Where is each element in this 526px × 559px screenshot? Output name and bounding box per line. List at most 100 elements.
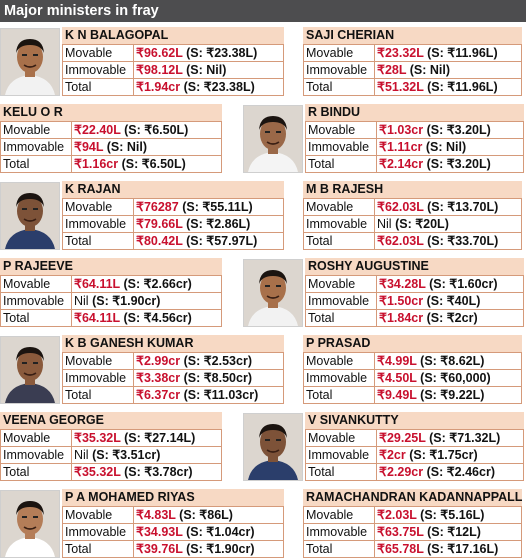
row-label: Immovable xyxy=(0,446,72,464)
row-label: Movable xyxy=(62,506,134,524)
row-value: ₹51.32L (S: ₹11.96L) xyxy=(374,78,522,96)
row-label: Immovable xyxy=(62,369,134,387)
row-label: Immovable xyxy=(303,61,375,79)
spouse-amount: (S: ₹9.22L) xyxy=(416,387,485,402)
row-value: ₹34.28L (S: ₹1.60cr) xyxy=(376,275,524,293)
minister-card: SAJI CHERIAN Movable ₹23.32L (S: ₹11.96L) I… xyxy=(303,27,526,97)
spouse-amount: (S: ₹2.66cr) xyxy=(119,276,192,291)
minister-card: P A MOHAMED RIYAS Movable ₹4.83L (S: ₹86L)… xyxy=(0,489,284,559)
spouse-amount: (S: Nil) xyxy=(182,62,227,77)
minister-card: R BINDU Movable ₹1.03cr (S: ₹3.20L) Immovab… xyxy=(243,104,526,174)
minister-card: M B RAJESH Movable ₹62.03L (S: ₹13.70L) Imm… xyxy=(303,181,526,251)
amount: ₹1.16cr xyxy=(74,156,119,171)
assets-row-immovable: Immovable ₹4.50L (S: ₹60,000) xyxy=(303,369,522,387)
spouse-amount: (S: ₹3.20L) xyxy=(423,122,491,137)
row-value: ₹94L (S: Nil) xyxy=(71,138,222,156)
row-label: Movable xyxy=(62,44,134,62)
minister-name: K B GANESH KUMAR xyxy=(62,335,284,352)
minister-card: RAMACHANDRAN KADANNAPPALLI Movable ₹2.03L … xyxy=(303,489,526,559)
amount: ₹1.11cr xyxy=(379,139,423,154)
row-label: Movable xyxy=(305,275,377,293)
spouse-amount: (S: ₹17.16L) xyxy=(423,541,499,556)
spouse-amount: (S: Nil) xyxy=(103,139,148,154)
assets-row-movable: Movable ₹64.11L (S: ₹2.66cr) xyxy=(0,275,222,293)
spouse-amount: (S: ₹3.20L) xyxy=(423,156,491,171)
spouse-amount: (S: ₹27.14L) xyxy=(120,430,196,445)
row-value: ₹29.25L (S: ₹71.32L) xyxy=(376,429,524,447)
row-value: ₹98.12L (S: Nil) xyxy=(133,61,284,79)
spouse-amount: (S: Nil) xyxy=(422,139,467,154)
row-value: ₹2.29cr (S: ₹2.46cr) xyxy=(376,463,524,481)
row-value: ₹3.38cr (S: ₹8.50cr) xyxy=(133,369,284,387)
spouse-amount: (S: ₹2cr) xyxy=(423,310,478,325)
assets-row-movable: Movable ₹22.40L (S: ₹6.50L) xyxy=(0,121,222,139)
amount: ₹34.28L xyxy=(379,276,426,291)
amount: ₹51.32L xyxy=(377,79,424,94)
assets-row-total: Total ₹2.14cr (S: ₹3.20L) xyxy=(305,155,524,173)
spouse-amount: (S: ₹23.38L) xyxy=(182,45,258,60)
minister-name: RAMACHANDRAN KADANNAPPALLI xyxy=(303,489,522,506)
amount: ₹4.83L xyxy=(136,507,176,522)
amount: ₹39.76L xyxy=(136,541,183,556)
amount: ₹76287 xyxy=(136,199,179,214)
minister-card: P PRASAD Movable ₹4.99L (S: ₹8.62L) Immovab… xyxy=(303,335,526,405)
minister-name: K N BALAGOPAL xyxy=(62,27,284,44)
assets-table: Movable ₹76287 (S: ₹55.11L) Immovable ₹79.6… xyxy=(62,198,284,250)
minister-name: SAJI CHERIAN xyxy=(303,27,522,44)
row-label: Immovable xyxy=(305,292,377,310)
minister-name: VEENA GEORGE xyxy=(0,412,222,429)
spouse-amount: (S: ₹20L) xyxy=(391,216,449,231)
amount: ₹2.03L xyxy=(377,507,417,522)
row-value: Nil (S: ₹3.51cr) xyxy=(71,446,222,464)
amount: ₹3.38cr xyxy=(136,370,181,385)
amount: ₹1.94cr xyxy=(136,79,181,94)
page-title: Major ministers in fray xyxy=(0,0,526,22)
row-value: ₹65.78L (S: ₹17.16L) xyxy=(374,540,522,558)
amount: ₹80.42L xyxy=(136,233,183,248)
assets-row-total: Total ₹1.94cr (S: ₹23.38L) xyxy=(62,78,284,96)
row-value: ₹34.93L (S: ₹1.04cr) xyxy=(133,523,284,541)
amount: ₹64.11L xyxy=(74,310,120,325)
row-value: ₹2.03L (S: ₹5.16L) xyxy=(374,506,522,524)
assets-row-movable: Movable ₹76287 (S: ₹55.11L) xyxy=(62,198,284,216)
row-label: Movable xyxy=(305,121,377,139)
assets-row-total: Total ₹51.32L (S: ₹11.96L) xyxy=(303,78,522,96)
row-label: Total xyxy=(62,78,134,96)
row-label: Total xyxy=(0,463,72,481)
row-value: ₹64.11L (S: ₹2.66cr) xyxy=(71,275,222,293)
minister-name: K RAJAN xyxy=(62,181,284,198)
spouse-amount: (S: ₹11.96L) xyxy=(423,45,498,60)
row-value: ₹9.49L (S: ₹9.22L) xyxy=(374,386,522,404)
row-value: ₹28L (S: Nil) xyxy=(374,61,522,79)
row-value: ₹1.94cr (S: ₹23.38L) xyxy=(133,78,284,96)
row-value: Nil (S: ₹20L) xyxy=(374,215,522,233)
minister-photo xyxy=(243,413,303,481)
row-label: Immovable xyxy=(62,215,134,233)
assets-row-movable: Movable ₹2.99cr (S: ₹2.53cr) xyxy=(62,352,284,370)
row-value: ₹1.03cr (S: ₹3.20L) xyxy=(376,121,524,139)
row-value: ₹4.50L (S: ₹60,000) xyxy=(374,369,522,387)
assets-table: Movable ₹22.40L (S: ₹6.50L) Immovable ₹94L … xyxy=(0,121,222,173)
assets-table: Movable ₹2.99cr (S: ₹2.53cr) Immovable ₹3.3… xyxy=(62,352,284,404)
row-label: Total xyxy=(305,309,377,327)
assets-row-immovable: Immovable ₹1.50cr (S: ₹40L) xyxy=(305,292,524,310)
row-value: ₹22.40L (S: ₹6.50L) xyxy=(71,121,222,139)
minister-name: KELU O R xyxy=(0,104,222,121)
minister-name: ROSHY AUGUSTINE xyxy=(305,258,524,275)
row-value: ₹76287 (S: ₹55.11L) xyxy=(133,198,284,216)
row-value: ₹35.32L (S: ₹3.78cr) xyxy=(71,463,222,481)
spouse-amount: (S: ₹3.78cr) xyxy=(120,464,193,479)
row-value: ₹96.62L (S: ₹23.38L) xyxy=(133,44,284,62)
row-value: ₹64.11L (S: ₹4.56cr) xyxy=(71,309,222,327)
row-label: Movable xyxy=(62,198,134,216)
spouse-amount: (S: ₹6.50L) xyxy=(120,122,189,137)
amount: ₹9.49L xyxy=(377,387,417,402)
assets-row-movable: Movable ₹29.25L (S: ₹71.32L) xyxy=(305,429,524,447)
assets-row-total: Total ₹1.84cr (S: ₹2cr) xyxy=(305,309,524,327)
spouse-amount: (S: ₹1.90cr) xyxy=(88,293,161,308)
spouse-amount: (S: ₹23.38L) xyxy=(180,79,255,94)
row-label: Movable xyxy=(305,429,377,447)
row-value: ₹4.83L (S: ₹86L) xyxy=(133,506,284,524)
minister-photo xyxy=(0,490,60,558)
minister-card: K B GANESH KUMAR Movable ₹2.99cr (S: ₹2.53… xyxy=(0,335,284,405)
